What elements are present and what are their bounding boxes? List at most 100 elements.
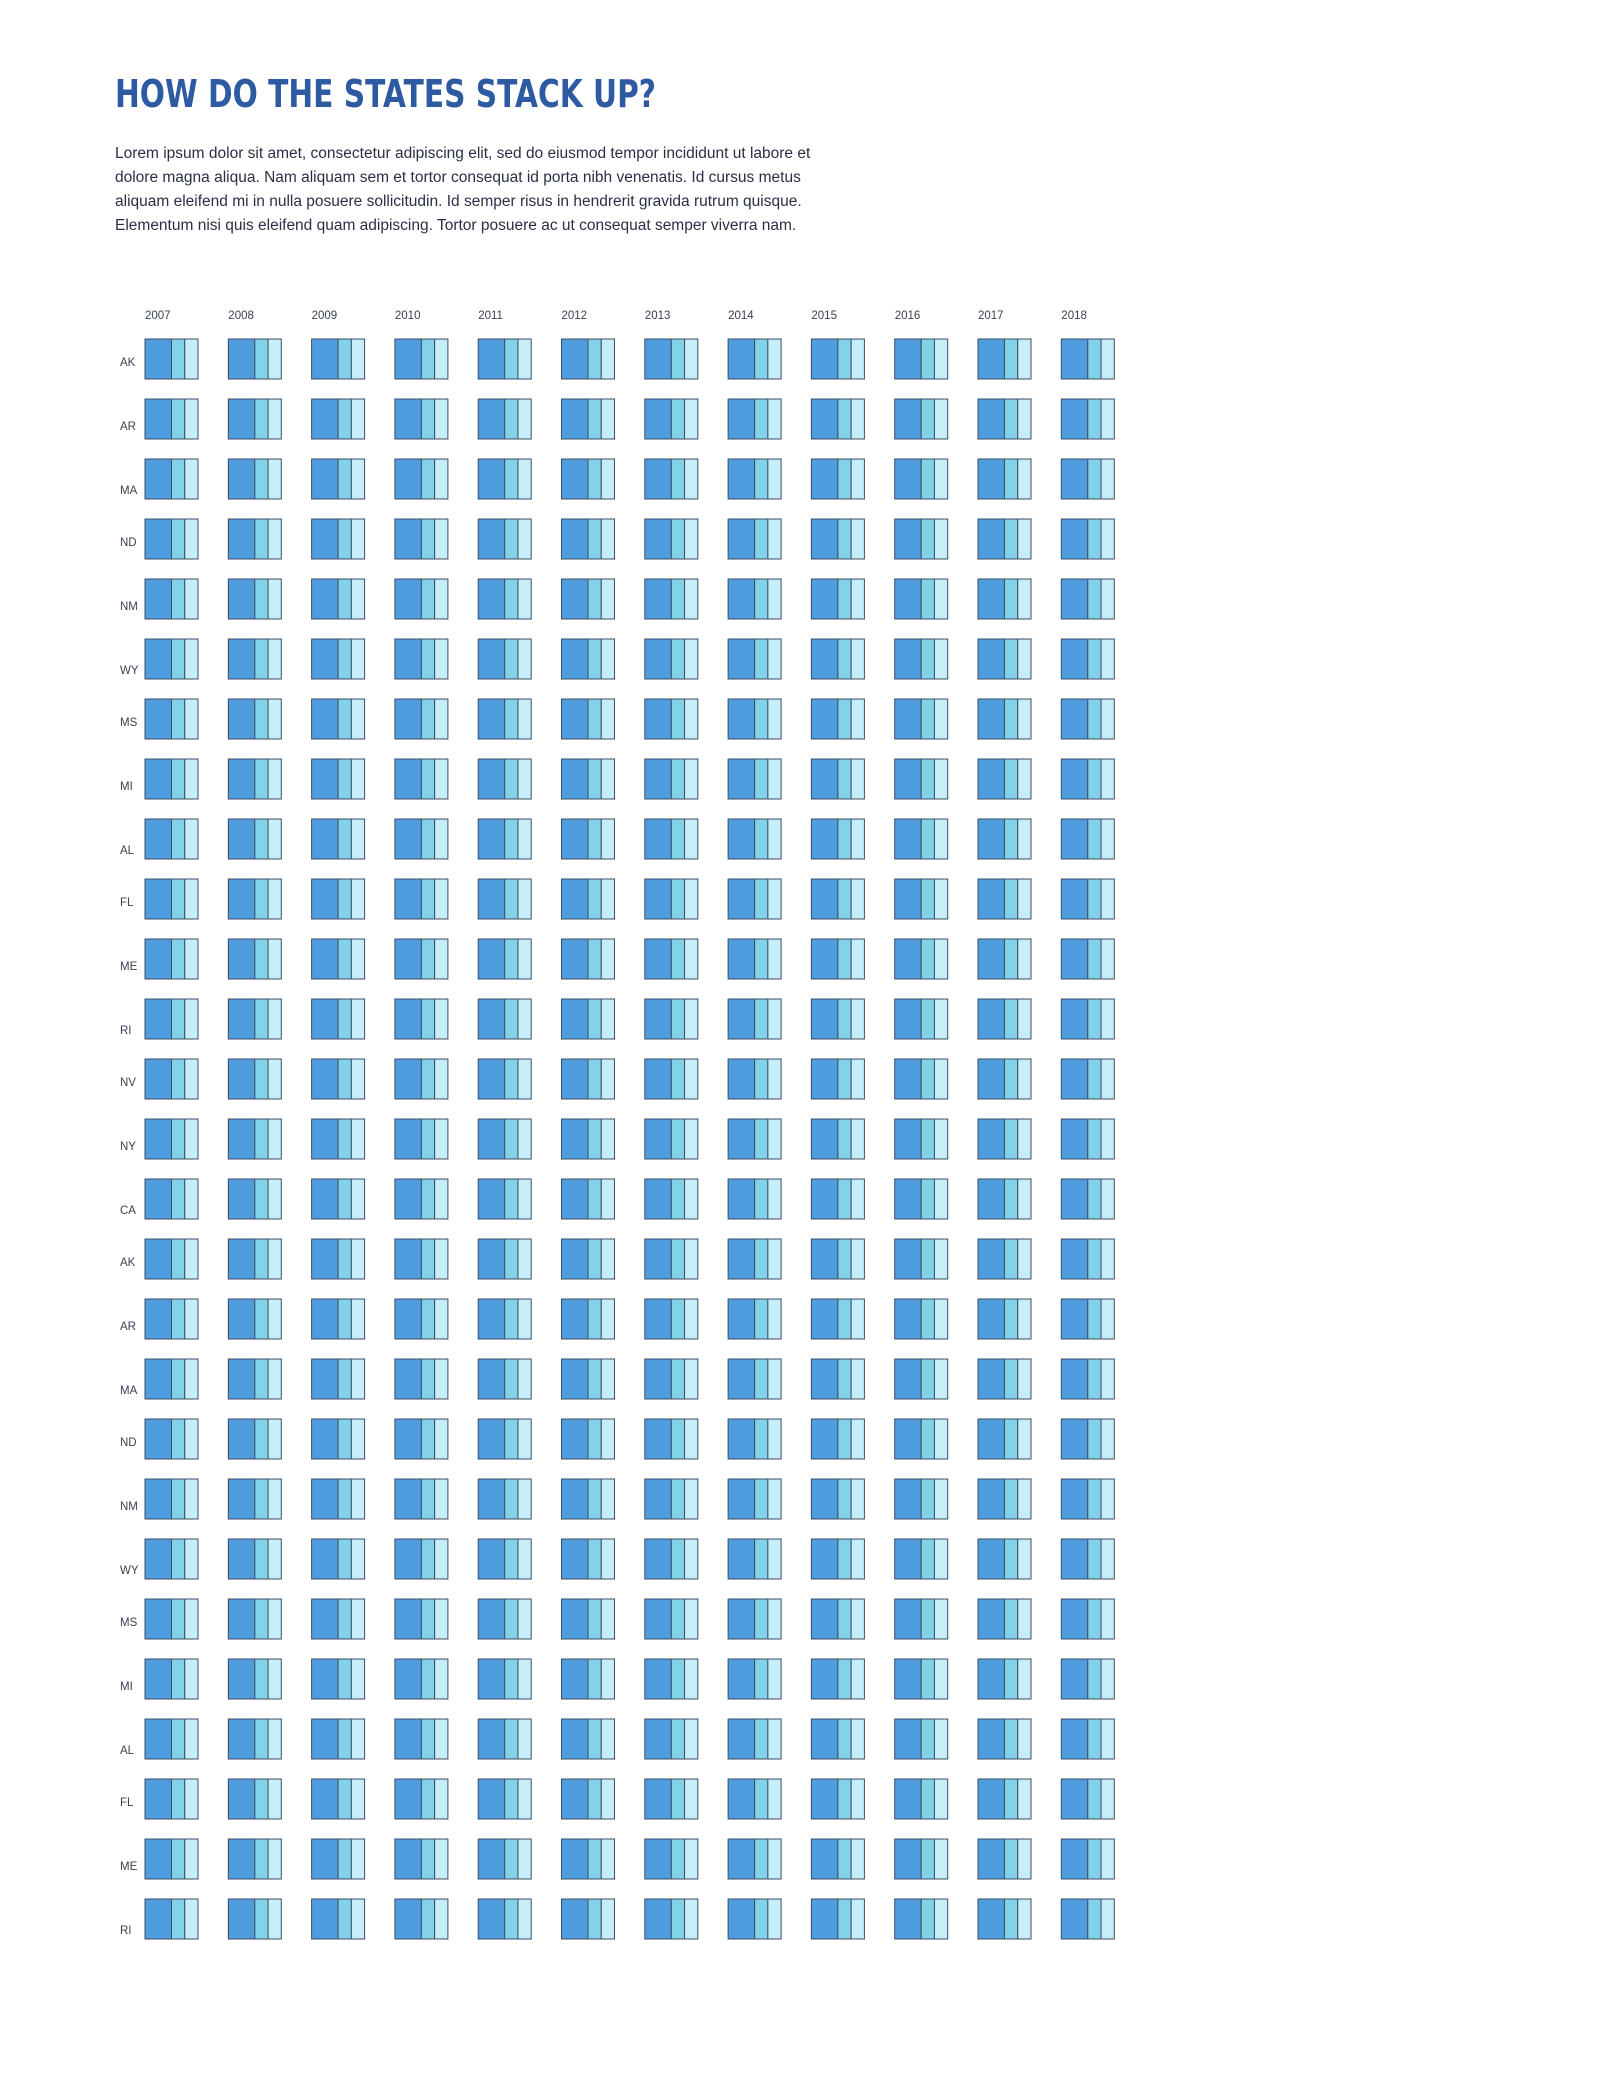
state-year-cell (644, 998, 699, 1040)
cell-segment (504, 1778, 519, 1820)
cell-segment (171, 1298, 186, 1340)
cell-segment (561, 878, 589, 920)
cell-segment (420, 1298, 436, 1340)
cell-segment (350, 1898, 366, 1940)
cell-segment (227, 578, 256, 620)
cell-segment (171, 938, 186, 980)
cell-segment (977, 1298, 1005, 1340)
cell-segment (311, 1418, 339, 1460)
cell-segment (920, 1898, 935, 1940)
cell-segment (684, 818, 699, 860)
state-year-cell (561, 1778, 615, 1820)
state-year-cell (144, 338, 199, 380)
cell-segment (477, 1358, 506, 1400)
cell-segment (311, 1718, 339, 1760)
cell-segment (894, 1178, 922, 1220)
state-label: MS (120, 1617, 138, 1629)
cell-segment (933, 818, 949, 860)
cell-segment (254, 458, 269, 500)
state-year-cell (1060, 1478, 1115, 1520)
state-year-cell (477, 1358, 532, 1400)
cell-segment (684, 1118, 699, 1160)
state-year-cell (561, 458, 615, 500)
cell-segment (394, 938, 422, 980)
state-year-cell (227, 518, 282, 560)
cell-segment (184, 938, 199, 980)
cell-segment (504, 1718, 519, 1760)
cell-segment (767, 1538, 782, 1580)
cell-segment (171, 518, 186, 560)
state-year-cell (727, 398, 782, 440)
state-year-cell (144, 698, 199, 740)
cell-segment (1004, 1718, 1019, 1760)
state-year-cell (394, 1598, 449, 1640)
cell-segment (144, 1838, 172, 1880)
cell-segment (311, 1538, 339, 1580)
state-year-cell (977, 878, 1032, 920)
state-year-cell (1060, 1778, 1115, 1820)
cell-segment (254, 1058, 269, 1100)
cell-segment (477, 1898, 506, 1940)
cell-segment (1004, 458, 1019, 500)
state-year-cell (810, 1358, 865, 1400)
cell-segment (754, 998, 769, 1040)
cell-segment (644, 1178, 672, 1220)
cell-segment (337, 1298, 352, 1340)
cell-segment (254, 1598, 269, 1640)
cell-segment (267, 1778, 282, 1820)
cell-segment (350, 878, 366, 920)
cell-segment (837, 998, 852, 1040)
cell-segment (670, 1598, 686, 1640)
state-year-cell (894, 818, 949, 860)
state-label: AL (120, 845, 135, 857)
cell-segment (894, 1598, 922, 1640)
cell-segment (600, 1598, 615, 1640)
cell-segment (420, 1718, 436, 1760)
year-label: 2018 (1061, 310, 1087, 322)
cell-segment (1004, 1478, 1019, 1520)
cell-segment (894, 1118, 922, 1160)
cell-segment (850, 1238, 865, 1280)
cell-segment (434, 338, 449, 380)
cell-segment (920, 698, 935, 740)
cell-segment (600, 1178, 615, 1220)
state-year-cell (894, 698, 949, 740)
cell-segment (837, 1658, 852, 1700)
cell-segment (1004, 1658, 1019, 1700)
state-year-cell (561, 1718, 615, 1760)
cell-segment (894, 1778, 922, 1820)
cell-segment (337, 1358, 352, 1400)
cell-segment (1087, 458, 1102, 500)
cell-segment (727, 1538, 756, 1580)
state-year-cell (727, 1538, 782, 1580)
state-year-cell (394, 578, 449, 620)
state-year-cell (810, 1538, 865, 1580)
cell-segment (434, 878, 449, 920)
state-year-cell (394, 1478, 449, 1520)
cell-segment (837, 1898, 852, 1940)
cell-segment (434, 1598, 449, 1640)
cell-segment (894, 338, 922, 380)
state-year-cell (561, 1658, 615, 1700)
cell-segment (184, 758, 199, 800)
state-year-cell (810, 1658, 865, 1700)
cell-segment (837, 818, 852, 860)
cell-segment (394, 1238, 422, 1280)
cell-segment (894, 758, 922, 800)
cell-segment (420, 1358, 436, 1400)
cell-segment (587, 1298, 602, 1340)
cell-segment (1017, 698, 1032, 740)
cell-segment (1017, 338, 1032, 380)
cell-segment (587, 1598, 602, 1640)
state-year-cell (227, 1718, 282, 1760)
state-label: AR (120, 1321, 136, 1333)
cell-segment (920, 1178, 935, 1220)
cell-segment (600, 1298, 615, 1340)
state-year-cell (144, 518, 199, 560)
state-year-cell (977, 1778, 1032, 1820)
cell-segment (837, 938, 852, 980)
state-year-cell (977, 578, 1032, 620)
cell-segment (644, 1478, 672, 1520)
cell-segment (337, 998, 352, 1040)
state-year-cell (561, 518, 615, 560)
